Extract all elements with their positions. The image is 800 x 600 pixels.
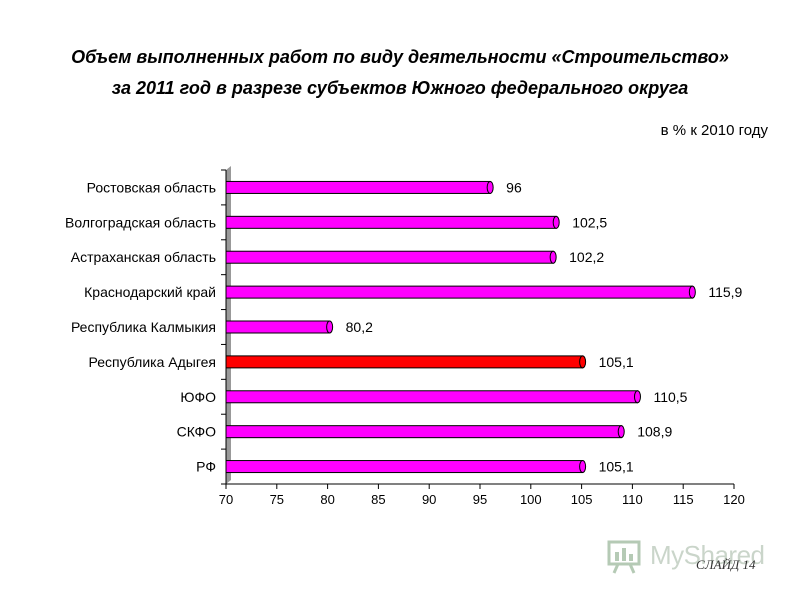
category-label: Астраханская область — [71, 249, 216, 265]
x-tick-label: 105 — [571, 492, 593, 507]
watermark-text: MyShared — [650, 540, 765, 570]
data-label: 102,5 — [572, 214, 607, 230]
slide-number: СЛАЙД 14 — [696, 557, 756, 572]
x-tick-label: 80 — [320, 492, 334, 507]
chart-title-line1: Объем выполненных работ по виду деятельн… — [71, 47, 729, 67]
bar-end-cap — [579, 355, 587, 369]
category-label: Республика Калмыкия — [71, 319, 216, 335]
bar — [225, 425, 622, 439]
data-label: 105,1 — [599, 354, 634, 370]
bar-end-cap — [326, 320, 334, 334]
bar-highlight — [225, 355, 584, 369]
watermark-logo: MyShared — [606, 536, 765, 580]
data-label: 105,1 — [599, 459, 634, 475]
data-label: 80,2 — [346, 319, 373, 335]
category-label: Волгоградская область — [65, 214, 216, 230]
bar — [225, 320, 331, 334]
category-label: ЮФО — [180, 389, 216, 405]
bar-end-cap — [552, 215, 560, 229]
data-label: 96 — [506, 179, 522, 195]
bar — [225, 390, 638, 404]
data-label: 115,9 — [708, 284, 742, 300]
unit-note: в % к 2010 году — [660, 122, 768, 139]
bar — [225, 215, 557, 229]
category-label: Ростовская область — [87, 179, 216, 195]
x-tick-label: 110 — [622, 492, 643, 507]
presentation-board-icon — [607, 540, 641, 574]
bar — [225, 285, 693, 299]
x-tick-label: 70 — [219, 492, 233, 507]
data-label: 108,9 — [637, 424, 672, 440]
bar-end-cap — [688, 285, 696, 299]
x-tick-label: 85 — [371, 492, 385, 507]
data-label: 102,2 — [569, 249, 604, 265]
bar-end-cap — [549, 250, 557, 264]
x-tick-label: 90 — [422, 492, 436, 507]
category-label: Республика Адыгея — [89, 354, 216, 370]
bar-end-cap — [633, 390, 641, 404]
category-label: СКФО — [177, 424, 216, 440]
chart-title-line2: за 2011 год в разрезе субъектов Южного ф… — [111, 78, 689, 98]
bar — [225, 180, 491, 194]
x-tick-label: 95 — [473, 492, 487, 507]
bar — [225, 460, 584, 474]
bar-end-cap — [579, 460, 587, 474]
category-label: РФ — [196, 459, 216, 475]
bar-end-cap — [617, 425, 625, 439]
bar — [225, 250, 554, 264]
x-tick-label: 115 — [673, 492, 694, 507]
category-label: Краснодарский край — [84, 284, 216, 300]
x-tick-label: 120 — [723, 492, 745, 507]
x-tick-label: 75 — [270, 492, 284, 507]
bar-end-cap — [486, 180, 494, 194]
data-label: 110,5 — [653, 389, 687, 405]
x-tick-label: 100 — [520, 492, 542, 507]
